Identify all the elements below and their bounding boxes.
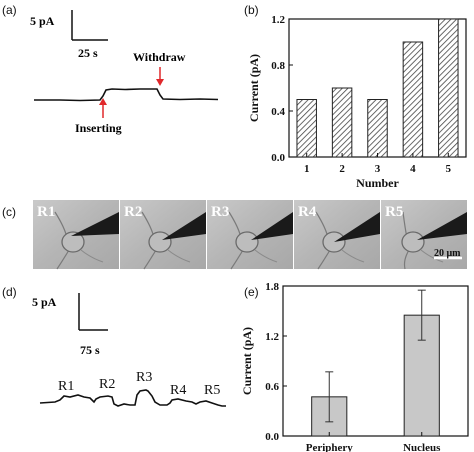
panel-a-scale-bar xyxy=(71,10,108,41)
panel-d-level-r3: R3 xyxy=(136,370,152,385)
panel-a-label: (a) xyxy=(2,3,17,17)
panel-b-xtick-label: 1 xyxy=(304,163,310,175)
cell-body xyxy=(61,231,85,253)
panel-c: (c) R1 R2 R3 R4 R5 20 μm xyxy=(2,200,467,270)
panel-d-level-r4: R4 xyxy=(170,383,186,398)
micrograph-label-r4: R4 xyxy=(298,204,317,220)
pipette xyxy=(334,212,380,242)
panel-a-current-trace xyxy=(34,88,219,102)
neurite xyxy=(254,249,278,263)
panel-b-bar-chart: 0.0 0.4 0.8 1.2 1 2 3 4 5 Current (pA) Number xyxy=(247,14,467,190)
panel-e-ytick-label: 0.0 xyxy=(265,431,279,443)
panel-a-inserting-label: Inserting xyxy=(75,121,122,135)
panel-b-xtick-label: 4 xyxy=(410,163,416,175)
neurite xyxy=(56,249,70,270)
pipette xyxy=(417,212,467,240)
pipette xyxy=(162,212,206,240)
panel-c-scale: 20 μm xyxy=(434,248,462,260)
micrograph-frame-1: R1 xyxy=(33,200,119,270)
cell-body xyxy=(148,231,172,253)
neurite xyxy=(143,249,157,270)
neurite xyxy=(341,249,365,263)
neurite xyxy=(167,249,191,263)
panel-b-bar-2 xyxy=(331,87,353,158)
panel-e-ytick-label: 1.8 xyxy=(265,281,279,293)
panel-c-micrographs: R1 R2 R3 R4 R5 xyxy=(33,200,467,270)
panel-b-ytick-label: 0.8 xyxy=(271,60,285,72)
panel-b-ytick-label: 0.4 xyxy=(271,106,285,118)
micrograph-label-r2: R2 xyxy=(124,204,142,220)
panel-c-label: (c) xyxy=(2,205,16,219)
neurite xyxy=(420,249,444,263)
panel-b-label: (b) xyxy=(244,3,259,17)
panel-e-xtick-label: Periphery xyxy=(306,442,354,452)
panel-b: (b) 0.0 0.4 0.8 1.2 1 2 3 4 5 Current (pA) Number xyxy=(244,3,467,190)
micrograph-frame-3: R3 xyxy=(207,200,293,270)
panel-d-level-r2: R2 xyxy=(99,377,115,392)
panel-d-current-trace xyxy=(39,389,226,407)
micrograph-frame-4: R4 xyxy=(294,200,380,270)
micrograph-frame-2: R2 xyxy=(120,200,206,270)
panel-e-plot-frame xyxy=(282,285,469,437)
panel-e-xtick-label: Nucleus xyxy=(403,442,441,452)
panel-d-scale-x: 75 s xyxy=(80,343,100,357)
panel-d-scale-bar xyxy=(78,293,108,331)
micrograph-label-r1: R1 xyxy=(37,204,55,220)
panel-e: (e) 0.0 0.6 1.2 1.8 Periphery Nucleus Current … xyxy=(240,281,469,452)
panel-b-xtick-label: 3 xyxy=(375,163,381,175)
panel-a-withdraw-arrow xyxy=(156,67,164,86)
cell-body xyxy=(401,231,425,253)
panel-a-scale-x: 25 s xyxy=(78,46,98,60)
panel-b-bar-5 xyxy=(438,18,459,158)
panel-b-bar-1 xyxy=(296,99,317,158)
panel-a-withdraw-label: Withdraw xyxy=(133,50,186,64)
neurite xyxy=(80,249,104,263)
panel-b-xtick-label: 5 xyxy=(446,163,452,175)
panel-d: (d) 5 pA 75 s R1 R2 R3 R4 R5 xyxy=(2,285,226,407)
neurite xyxy=(317,249,331,270)
panel-b-xtick-label: 2 xyxy=(339,163,345,175)
panel-d-scale-y: 5 pA xyxy=(32,295,57,309)
panel-b-ylabel: Current (pA) xyxy=(247,54,261,122)
panel-e-ytick-label: 0.6 xyxy=(265,381,279,393)
panel-d-level-r1: R1 xyxy=(58,379,74,394)
panel-e-ytick-label: 1.2 xyxy=(265,331,279,343)
pipette xyxy=(71,212,119,236)
panel-a: (a) 5 pA 25 s Withdraw Inserting xyxy=(2,3,219,135)
micrograph-label-r3: R3 xyxy=(211,204,229,220)
panel-a-inserting-arrow xyxy=(99,98,107,118)
panel-b-xlabel: Number xyxy=(356,176,399,190)
neurite xyxy=(230,249,244,270)
panel-e-ylabel: Current (pA) xyxy=(240,327,254,395)
panel-e-label: (e) xyxy=(244,285,259,299)
panel-d-label: (d) xyxy=(2,285,17,299)
panel-b-bar-4 xyxy=(402,41,424,158)
pipette xyxy=(251,212,293,240)
panel-a-scale-y: 5 pA xyxy=(30,14,55,28)
micrograph-label-r5: R5 xyxy=(385,204,403,220)
cell-body xyxy=(235,231,259,253)
panel-b-bar-3 xyxy=(367,99,388,158)
panel-b-ytick-label: 1.2 xyxy=(271,14,285,26)
panel-b-ytick-label: 0.0 xyxy=(271,152,285,164)
panel-c-scale-label: 20 μm xyxy=(434,248,461,259)
panel-e-bar-chart: 0.0 0.6 1.2 1.8 Periphery Nucleus Current (pA) xyxy=(240,281,469,452)
panel-d-level-r5: R5 xyxy=(204,383,220,398)
